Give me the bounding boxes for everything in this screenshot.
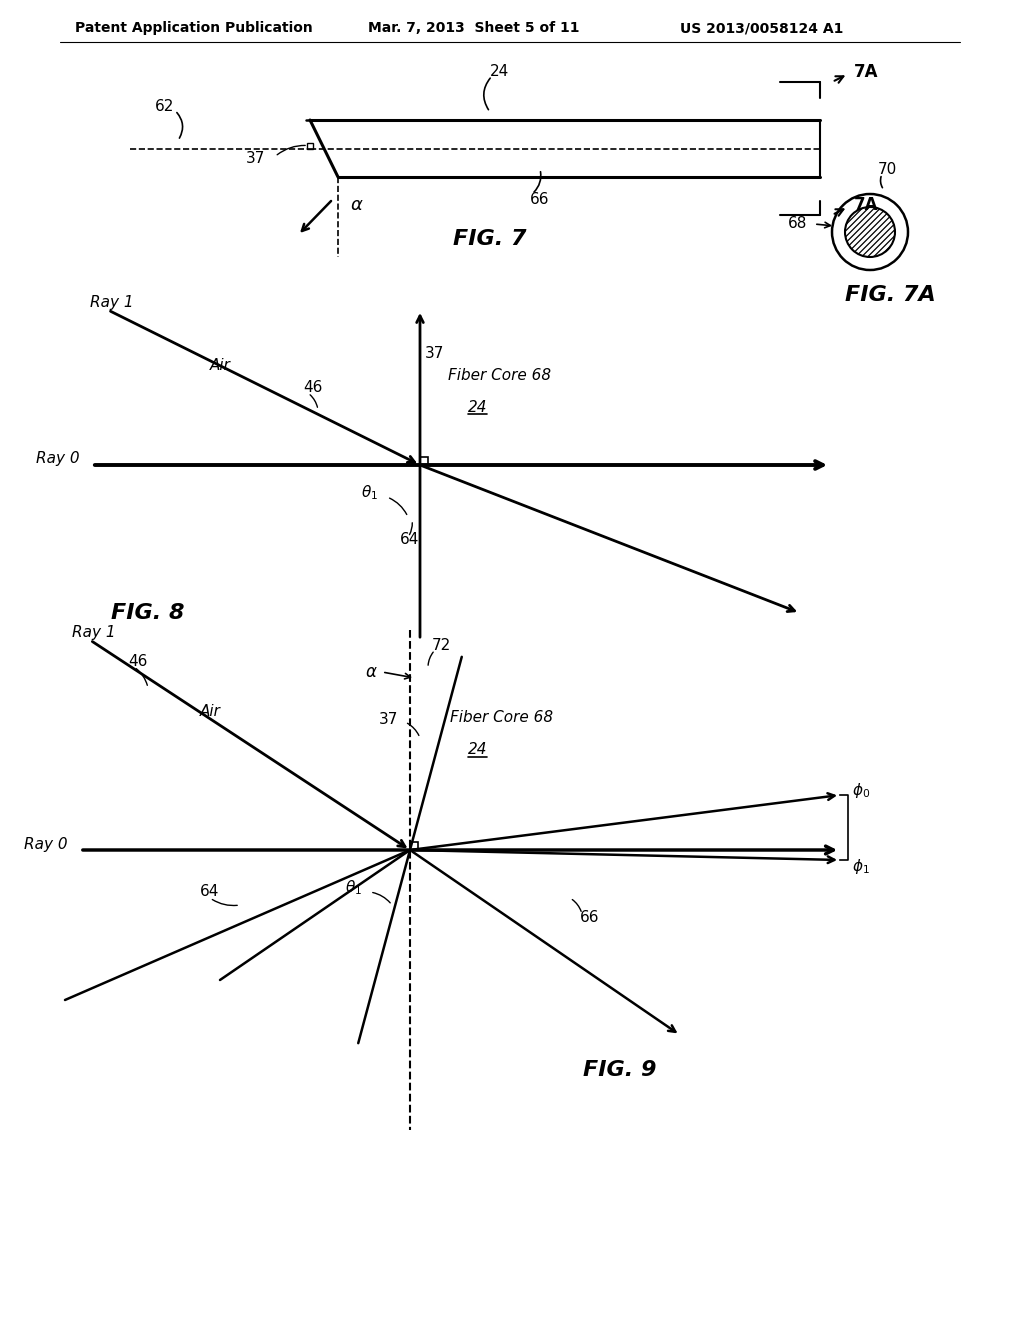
Text: FIG. 7: FIG. 7	[454, 228, 526, 249]
Text: 64: 64	[400, 532, 420, 548]
Text: $\phi_0$: $\phi_0$	[852, 781, 870, 800]
Text: 68: 68	[787, 216, 807, 231]
Text: FIG. 7A: FIG. 7A	[845, 285, 935, 305]
Text: FIG. 9: FIG. 9	[584, 1060, 656, 1080]
Text: US 2013/0058124 A1: US 2013/0058124 A1	[680, 21, 844, 36]
Text: Air: Air	[210, 358, 230, 372]
Text: 64: 64	[200, 884, 219, 899]
Text: Patent Application Publication: Patent Application Publication	[75, 21, 312, 36]
Bar	[420, 457, 428, 465]
Text: 7A: 7A	[854, 63, 879, 81]
Text: 24: 24	[490, 65, 509, 79]
Text: Ray 0: Ray 0	[25, 837, 68, 851]
Text: Air: Air	[200, 705, 221, 719]
Text: $\alpha$: $\alpha$	[350, 195, 364, 214]
Text: 37: 37	[425, 346, 444, 360]
Text: FIG. 8: FIG. 8	[112, 603, 184, 623]
Text: 24: 24	[468, 400, 487, 414]
Text: $\theta_1$: $\theta_1$	[360, 483, 378, 503]
Text: 37: 37	[246, 150, 265, 166]
Text: 72: 72	[432, 638, 452, 652]
Text: Ray 0: Ray 0	[37, 451, 80, 466]
Text: 46: 46	[303, 380, 323, 395]
Text: Fiber Core 68: Fiber Core 68	[449, 367, 551, 383]
Text: Fiber Core 68: Fiber Core 68	[450, 710, 553, 726]
Bar	[307, 143, 313, 149]
Text: 24: 24	[468, 742, 487, 758]
Text: 37: 37	[379, 713, 398, 727]
Text: 70: 70	[878, 162, 897, 177]
Text: Ray 1: Ray 1	[72, 624, 116, 639]
Text: 62: 62	[155, 99, 174, 114]
Text: 66: 66	[530, 191, 550, 206]
Text: 66: 66	[580, 911, 599, 925]
Text: $\phi_1$: $\phi_1$	[852, 857, 869, 875]
Text: $\alpha$: $\alpha$	[366, 663, 378, 681]
Text: 7A: 7A	[854, 195, 879, 214]
Text: Ray 1: Ray 1	[90, 296, 133, 310]
Text: Mar. 7, 2013  Sheet 5 of 11: Mar. 7, 2013 Sheet 5 of 11	[368, 21, 580, 36]
Text: 46: 46	[128, 655, 147, 669]
Bar	[410, 842, 418, 850]
Text: $\theta_1$: $\theta_1$	[345, 879, 362, 898]
